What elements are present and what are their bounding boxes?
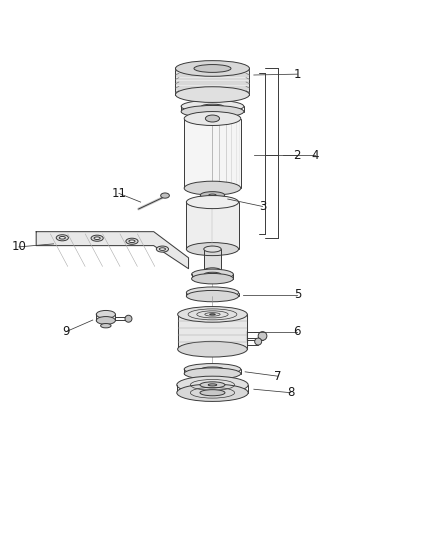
Ellipse shape — [186, 196, 239, 208]
Ellipse shape — [96, 317, 116, 325]
Ellipse shape — [94, 237, 100, 239]
Ellipse shape — [125, 315, 132, 322]
Text: 3: 3 — [259, 200, 266, 213]
Bar — [186, 202, 239, 249]
Ellipse shape — [205, 115, 219, 122]
Bar — [176, 68, 250, 94]
Text: 10: 10 — [11, 240, 26, 253]
Ellipse shape — [194, 64, 231, 72]
Ellipse shape — [258, 332, 267, 340]
Polygon shape — [178, 314, 247, 349]
Ellipse shape — [184, 111, 241, 125]
Bar — [184, 118, 241, 188]
Ellipse shape — [200, 390, 225, 396]
Ellipse shape — [191, 269, 233, 279]
Text: 2: 2 — [293, 149, 301, 161]
Ellipse shape — [184, 368, 241, 379]
Ellipse shape — [91, 235, 103, 241]
Ellipse shape — [129, 240, 135, 243]
Ellipse shape — [204, 246, 221, 252]
Ellipse shape — [204, 272, 221, 277]
Text: 7: 7 — [274, 370, 282, 383]
Text: 5: 5 — [293, 288, 301, 301]
Ellipse shape — [209, 194, 216, 196]
Bar — [204, 249, 221, 271]
Ellipse shape — [201, 367, 224, 372]
Polygon shape — [36, 232, 188, 269]
Ellipse shape — [178, 341, 247, 357]
Ellipse shape — [186, 287, 239, 298]
Ellipse shape — [101, 324, 111, 328]
Ellipse shape — [186, 290, 239, 302]
Ellipse shape — [200, 382, 225, 388]
Ellipse shape — [254, 338, 261, 345]
Ellipse shape — [210, 314, 215, 315]
Ellipse shape — [176, 61, 250, 76]
Text: 11: 11 — [111, 187, 127, 200]
Ellipse shape — [177, 376, 248, 393]
Text: 6: 6 — [293, 325, 301, 338]
Ellipse shape — [184, 181, 241, 195]
Ellipse shape — [201, 104, 223, 109]
Ellipse shape — [96, 310, 116, 318]
Ellipse shape — [184, 364, 241, 375]
Ellipse shape — [203, 290, 222, 295]
Ellipse shape — [176, 87, 250, 102]
Ellipse shape — [178, 306, 247, 322]
Ellipse shape — [186, 243, 239, 256]
Text: 9: 9 — [62, 325, 70, 338]
Ellipse shape — [159, 248, 166, 251]
Ellipse shape — [181, 106, 244, 118]
Ellipse shape — [161, 193, 170, 198]
Ellipse shape — [208, 384, 217, 386]
Ellipse shape — [177, 384, 248, 401]
Ellipse shape — [204, 268, 221, 274]
Ellipse shape — [59, 237, 65, 239]
Text: 4: 4 — [311, 149, 318, 161]
Ellipse shape — [56, 235, 68, 241]
Ellipse shape — [156, 246, 169, 252]
Text: 1: 1 — [293, 68, 301, 80]
Ellipse shape — [181, 100, 244, 112]
Ellipse shape — [191, 273, 233, 284]
Text: 8: 8 — [287, 386, 294, 399]
Ellipse shape — [126, 238, 138, 244]
Ellipse shape — [200, 192, 225, 199]
